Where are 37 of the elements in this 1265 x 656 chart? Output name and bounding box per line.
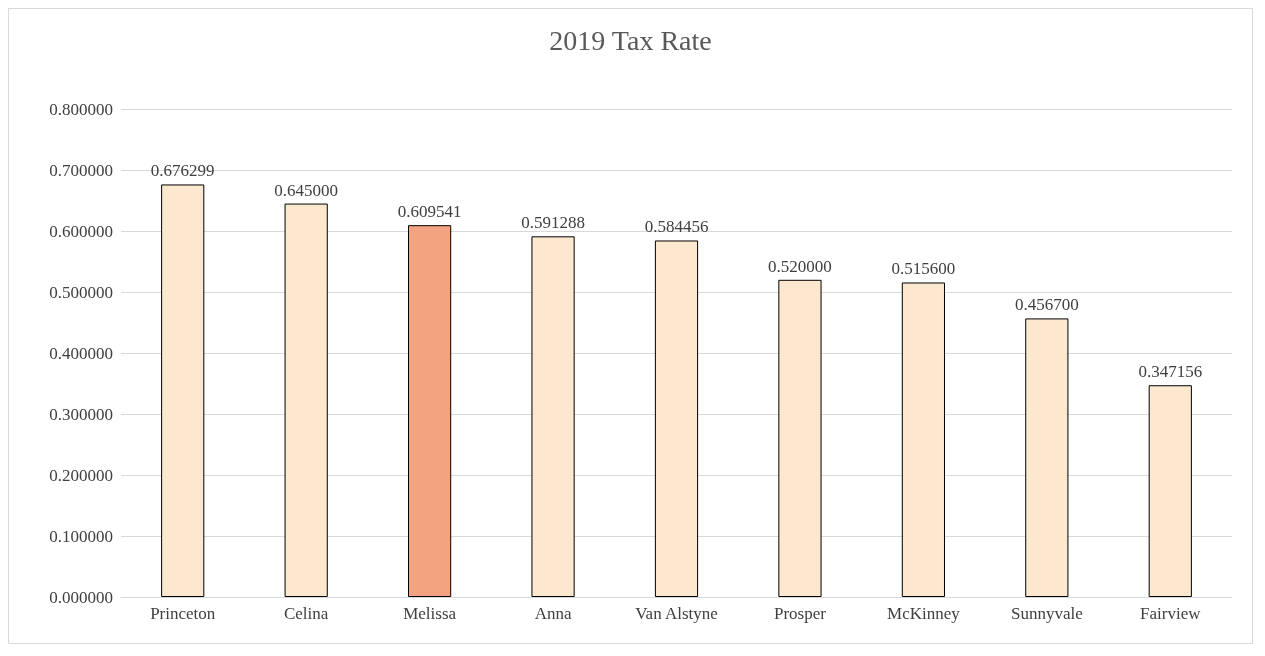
y-tick-label: 0.700000 bbox=[49, 160, 113, 180]
y-tick-label: 0.300000 bbox=[49, 404, 113, 424]
y-tick-label: 0.400000 bbox=[49, 343, 113, 363]
data-label: 0.645000 bbox=[274, 180, 339, 200]
y-tick-label: 0.800000 bbox=[49, 99, 113, 119]
y-tick-label: 0.600000 bbox=[49, 221, 113, 241]
bar bbox=[284, 203, 328, 597]
chart-title: 2019 Tax Rate bbox=[549, 24, 712, 56]
bar bbox=[901, 282, 945, 597]
x-tick-label: Celina bbox=[283, 604, 329, 623]
bar bbox=[531, 236, 575, 597]
x-tick-label: Melissa bbox=[403, 604, 457, 623]
data-label: 0.515600 bbox=[891, 259, 956, 279]
data-label: 0.456700 bbox=[1014, 295, 1079, 315]
y-tick-label: 0.000000 bbox=[49, 587, 113, 607]
data-label: 0.591288 bbox=[521, 213, 585, 233]
y-tick-label: 0.100000 bbox=[49, 526, 113, 546]
bar bbox=[778, 279, 822, 597]
data-label: 0.520000 bbox=[768, 256, 832, 276]
y-tick-label: 0.500000 bbox=[49, 282, 113, 302]
x-tick-label: McKinney bbox=[887, 604, 961, 623]
data-label: 0.347156 bbox=[1138, 362, 1203, 382]
x-tick-label: Fairview bbox=[1140, 604, 1202, 623]
bar bbox=[408, 225, 452, 597]
x-tick-label: Van Alstyne bbox=[635, 604, 718, 623]
bar bbox=[161, 184, 205, 597]
x-tick-label: Sunnyvale bbox=[1010, 604, 1083, 623]
data-label: 0.676299 bbox=[150, 161, 215, 181]
x-tick-label: Princeton bbox=[150, 604, 216, 623]
bar bbox=[1148, 385, 1192, 597]
x-tick-label: Anna bbox=[534, 604, 572, 623]
y-tick-label: 0.200000 bbox=[49, 465, 113, 485]
data-label: 0.609541 bbox=[397, 202, 462, 222]
data-label: 0.584456 bbox=[644, 217, 709, 237]
x-tick-label: Prosper bbox=[773, 604, 827, 623]
bar bbox=[1025, 318, 1069, 597]
bar bbox=[654, 240, 699, 597]
